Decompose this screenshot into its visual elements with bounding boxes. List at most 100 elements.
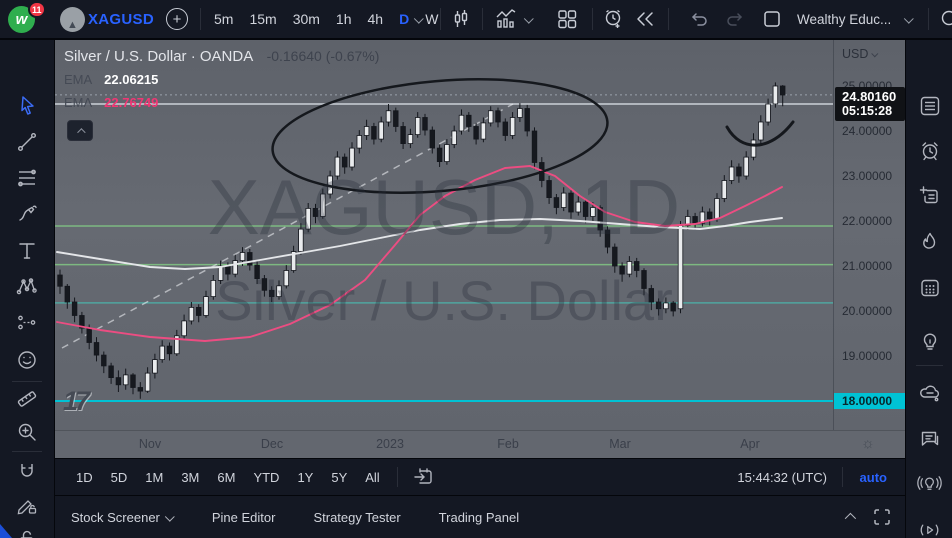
legend-collapse-button[interactable] (67, 120, 93, 141)
text-icon (19, 243, 35, 259)
watchlist-button[interactable] (917, 93, 942, 118)
trend-line-tool-button[interactable] (14, 129, 40, 155)
candle (123, 368, 129, 390)
candle (371, 122, 377, 145)
range-3M[interactable]: 3M (181, 469, 200, 485)
chat-button[interactable] (917, 426, 942, 451)
quick-search-button[interactable] (938, 0, 952, 38)
price-axis[interactable]: USD 24.80160 05:15:28 25.0000024.0000023… (833, 40, 905, 430)
timeframe-15m[interactable]: 15m (249, 11, 277, 27)
ideas-button[interactable] (917, 328, 942, 353)
trend-line-icon (18, 133, 37, 152)
symbol-search-button[interactable]: XAGUSD (88, 10, 154, 28)
ideas-bulb-icon (923, 333, 936, 350)
alert-button[interactable] (602, 0, 626, 38)
range-All[interactable]: All (365, 469, 380, 485)
indicator-templates-button[interactable] (523, 0, 534, 38)
streams-button[interactable] (917, 517, 942, 538)
ema-line-1[interactable] (56, 165, 783, 342)
candle (429, 126, 435, 154)
magnet-mode-button[interactable] (14, 459, 40, 485)
range-1M[interactable]: 1M (145, 469, 164, 485)
timeframe-5m[interactable]: 5m (214, 11, 234, 27)
footer-tab-strategy-tester[interactable]: Strategy Tester (313, 510, 400, 525)
hotlists-button[interactable] (917, 229, 942, 254)
expand-panel-button[interactable] (844, 508, 857, 526)
range-5Y[interactable]: 5Y (331, 469, 348, 485)
forecast-tool-button[interactable] (14, 310, 40, 336)
auto-scale-button[interactable]: auto (859, 469, 887, 485)
minds-button[interactable] (917, 380, 942, 405)
calendar-button[interactable] (917, 275, 942, 300)
candle (334, 151, 341, 180)
symbol-title-row[interactable]: Silver / U.S. Dollar · OANDA -0.16640 (-… (64, 48, 379, 65)
save-layout-checkbox[interactable] (762, 0, 782, 38)
theme-sun-icon[interactable]: ☼ (861, 435, 875, 452)
range-1D[interactable]: 1D (76, 469, 93, 485)
alerts-button[interactable] (917, 138, 942, 163)
layout-menu-button[interactable] (903, 0, 914, 38)
clock-utc[interactable]: 15:44:32 (UTC) (737, 469, 827, 485)
chevron-down-icon (523, 13, 534, 24)
range-1Y[interactable]: 1Y (297, 469, 314, 485)
time-axis[interactable]: ☼ Nov Dec 2023 Feb Mar Apr (55, 430, 905, 458)
toolbar-separator (482, 8, 483, 30)
zoom-in-tool-button[interactable] (14, 419, 40, 445)
tradingview-logo-watermark[interactable]: 17 (63, 386, 90, 416)
alerts-clock-icon (921, 141, 938, 160)
lock-open-icon (20, 530, 33, 538)
drawing-mode-lock-button[interactable] (14, 492, 40, 518)
timeframe-1h[interactable]: 1h (335, 11, 352, 27)
measure-tool-button[interactable] (14, 386, 40, 412)
candle (356, 130, 362, 154)
object-tree-button[interactable] (917, 183, 942, 208)
footer-tab-trading-panel[interactable]: Trading Panel (439, 510, 519, 525)
layout-name-button[interactable]: Wealthy Educ... (797, 11, 892, 27)
cursor-tool-button[interactable] (14, 92, 40, 118)
fullscreen-button[interactable] (873, 508, 891, 526)
brush-tool-button[interactable] (14, 201, 40, 227)
footer-tab-stock-screener[interactable]: Stock Screener (71, 510, 175, 525)
emoji-tool-button[interactable] (14, 347, 40, 373)
candle (341, 153, 348, 174)
chevron-up-icon (844, 512, 857, 525)
candle-style-button[interactable] (450, 0, 472, 38)
currency-selector[interactable]: USD (842, 47, 879, 61)
ema-line-0[interactable] (56, 217, 783, 270)
indicator-row-1[interactable]: EMA 22.76749 (64, 94, 379, 111)
timeframe-menu-button[interactable] (413, 0, 424, 38)
lock-drawings-button[interactable] (14, 527, 40, 538)
range-6M[interactable]: 6M (217, 469, 236, 485)
timeframe-4h[interactable]: 4h (367, 11, 384, 27)
indicator-row-0[interactable]: EMA 22.06215 (64, 71, 379, 88)
range-5D[interactable]: 5D (110, 469, 128, 485)
candle (750, 133, 757, 161)
timeframe-D[interactable]: D (399, 11, 410, 27)
timeframe-30m[interactable]: 30m (292, 11, 320, 27)
candlestick-chart[interactable] (55, 40, 833, 430)
candle (780, 85, 786, 107)
curve-drawing[interactable] (725, 120, 795, 147)
user-menu-button[interactable]: w 11 (8, 0, 46, 38)
compare-add-button[interactable]: + (166, 0, 188, 38)
timeframe-W[interactable]: W (425, 11, 439, 27)
footer-tab-pine-editor[interactable]: Pine Editor (212, 510, 276, 525)
go-to-date-button[interactable] (412, 466, 434, 488)
candle (57, 269, 63, 294)
drawing-lock-icon (17, 500, 37, 515)
text-tool-button[interactable] (14, 238, 40, 264)
price-label-21: 21.00000 (842, 259, 893, 273)
live-ideas-button[interactable] (917, 471, 942, 496)
fib-tool-button[interactable] (14, 165, 40, 191)
range-YTD[interactable]: YTD (253, 469, 280, 485)
candle (663, 297, 669, 314)
layout-button[interactable] (556, 0, 578, 38)
candle (517, 103, 523, 122)
redo-button[interactable] (724, 0, 746, 38)
ellipse-drawing[interactable] (268, 67, 612, 206)
chart-pane[interactable]: XAGUSD, 1D Silver / U.S. Dollar 17 Silve… (55, 40, 833, 430)
undo-button[interactable] (688, 0, 710, 38)
indicators-button[interactable] (494, 0, 518, 38)
replay-button[interactable] (634, 0, 656, 38)
pattern-tool-button[interactable] (14, 274, 40, 300)
